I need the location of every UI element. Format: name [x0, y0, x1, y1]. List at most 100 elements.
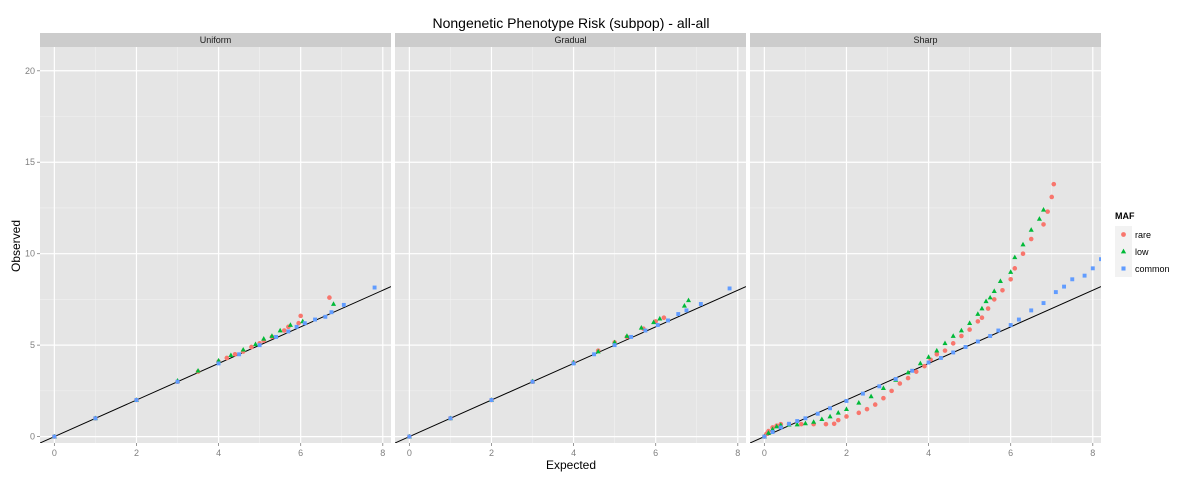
gridlines — [395, 47, 746, 443]
data-point-rare — [975, 319, 981, 324]
data-point-low — [811, 419, 817, 424]
data-point-rare — [1012, 266, 1018, 271]
data-point-low — [228, 352, 234, 358]
data-point-rare — [905, 375, 911, 381]
data-point-low — [926, 354, 932, 359]
data-point-low — [269, 333, 275, 338]
facet-strip-label: Gradual — [554, 35, 586, 45]
data-point-common — [52, 434, 57, 439]
legend-label: common — [1135, 264, 1170, 274]
data-point-common — [795, 419, 800, 424]
chart-title: Nongenetic Phenotype Risk (subpop) - all… — [432, 15, 709, 31]
data-point-rare — [1008, 276, 1013, 282]
data-point-common — [612, 343, 617, 348]
data-point-common — [294, 324, 299, 329]
data-point-low — [252, 341, 259, 347]
data-point-common — [1111, 237, 1115, 241]
data-point-low — [765, 430, 772, 435]
data-point-common — [489, 398, 494, 402]
legend-entry-rare: rare — [1115, 226, 1151, 243]
data-point-low — [774, 423, 780, 429]
data-point-common — [530, 379, 535, 384]
facet-strip-label: Sharp — [913, 35, 937, 45]
facet-strip — [40, 33, 391, 47]
data-point-common — [828, 406, 833, 411]
legend-marker-rare — [1121, 232, 1126, 237]
series-common — [407, 286, 732, 439]
data-point-rare — [844, 414, 849, 419]
data-point-low — [975, 311, 981, 316]
data-point-common — [341, 302, 346, 307]
data-point-common — [698, 302, 703, 306]
data-point-common — [257, 343, 262, 348]
x-tick-label: 2 — [134, 448, 139, 458]
data-point-common — [1062, 284, 1067, 289]
data-point-common — [778, 425, 783, 430]
data-point-common — [302, 321, 307, 326]
data-point-common — [877, 384, 882, 389]
data-point-low — [880, 385, 886, 390]
data-point-common — [1070, 277, 1075, 282]
data-point-rare — [831, 421, 837, 427]
data-point-common — [655, 323, 660, 327]
facet-strip-label: Uniform — [200, 35, 232, 45]
data-point-low — [917, 360, 923, 366]
x-axis-title: Expected — [546, 458, 596, 472]
data-point-rare — [296, 320, 301, 326]
data-point-low — [979, 305, 985, 311]
panel-background — [750, 47, 1101, 443]
data-point-low — [794, 421, 800, 427]
facet-panels: Uniform 0 2 4 6 8 0 5 10 15 20 Gradual 0 2 4 6 8 Sharp 0 2 4… — [25, 33, 1115, 458]
data-point-rare — [934, 351, 940, 357]
data-points — [51, 285, 377, 439]
data-point-low — [681, 303, 687, 308]
y-tick-label: 5 — [30, 340, 35, 350]
data-point-low — [942, 340, 948, 346]
data-point-rare — [856, 410, 862, 416]
data-point-low — [624, 333, 630, 338]
data-points — [761, 181, 1115, 439]
x-tick-label: 6 — [1008, 448, 1013, 458]
data-point-rare — [1051, 181, 1057, 187]
data-point-low — [983, 298, 989, 304]
data-point-common — [727, 286, 732, 291]
data-point-common — [684, 308, 689, 313]
data-points — [406, 286, 732, 439]
facet-panel-uniform: Uniform 0 2 4 6 8 0 5 10 15 20 — [25, 33, 391, 458]
data-point-low — [958, 327, 964, 333]
data-point-common — [1008, 323, 1013, 327]
x-tick-label: 0 — [52, 448, 57, 458]
data-point-common — [175, 379, 180, 384]
legend-label: low — [1135, 247, 1149, 257]
data-point-common — [1041, 301, 1046, 306]
x-tick-label: 2 — [844, 448, 849, 458]
data-point-rare — [224, 355, 230, 361]
x-tick-label: 0 — [407, 448, 412, 458]
data-point-low — [195, 367, 201, 373]
data-point-low — [657, 315, 663, 321]
data-point-common — [988, 334, 993, 338]
reference-line — [395, 286, 746, 443]
data-point-common — [93, 416, 98, 421]
data-point-low — [950, 333, 956, 338]
data-point-common — [787, 421, 791, 426]
x-tick-label: 4 — [216, 448, 221, 458]
data-point-rare — [823, 421, 829, 427]
data-point-common — [996, 328, 1001, 333]
data-point-common — [803, 416, 808, 421]
x-tick-label: 4 — [926, 448, 931, 458]
data-point-low — [987, 294, 993, 300]
data-point-rare — [232, 351, 238, 357]
data-point-common — [860, 391, 865, 396]
series-common — [52, 285, 377, 439]
data-point-low — [277, 327, 283, 333]
data-point-rare — [281, 328, 287, 333]
data-point-common — [407, 434, 412, 439]
data-point-low — [287, 322, 293, 327]
data-point-rare — [922, 363, 927, 369]
x-tick-label: 8 — [380, 448, 385, 458]
data-point-low — [612, 339, 618, 345]
data-point-common — [1029, 308, 1034, 313]
data-point-rare — [1000, 287, 1005, 293]
